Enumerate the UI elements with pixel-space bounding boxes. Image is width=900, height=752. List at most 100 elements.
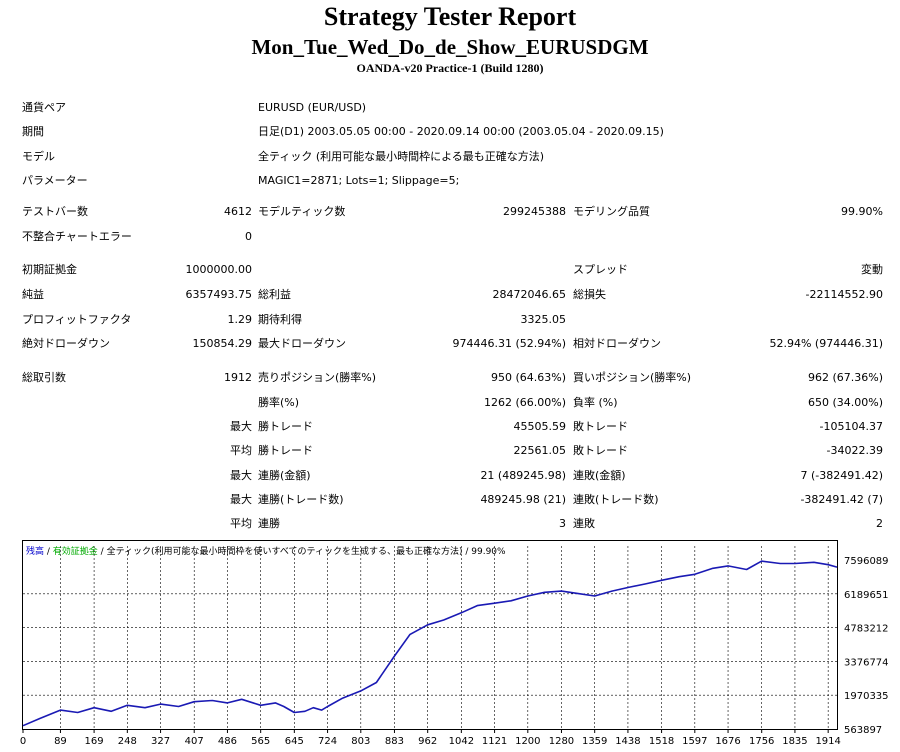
deposit-value: 1000000.00 xyxy=(185,263,252,276)
max-consec-loss-value: -382491.42 (7) xyxy=(800,493,883,506)
long-value: 962 (67.36%) xyxy=(807,371,883,384)
x-tick-label: 248 xyxy=(118,736,137,747)
max-consec-wins-value: 21 (489245.98) xyxy=(480,469,566,482)
spread-label: スプレッド xyxy=(573,263,628,276)
avg-consec-losses-label: 連敗 xyxy=(573,517,595,530)
short-label: 売りポジション(勝率%) xyxy=(258,371,377,384)
max-consec-losses-value: 7 (-382491.42) xyxy=(800,469,883,482)
absdd-label: 絶対ドローダウン xyxy=(22,337,110,350)
max-consec-wins-label: 連勝(金額) xyxy=(258,469,311,482)
y-tick-label: 7596089 xyxy=(844,556,889,567)
avg-consec-label: 平均 xyxy=(230,517,252,530)
max-consec-losses-label: 連敗(金額) xyxy=(573,469,626,482)
legend-balance: 残高 xyxy=(26,547,45,557)
reldd-label: 相対ドローダウン xyxy=(573,337,661,350)
long-label: 買いポジション(勝率%) xyxy=(573,371,692,384)
x-tick-label: 0 xyxy=(20,736,26,747)
period-value: 日足(D1) 2003.05.05 00:00 - 2020.09.14 00:… xyxy=(258,125,664,138)
largest-loss-value: -105104.37 xyxy=(819,420,883,433)
x-tick-label: 565 xyxy=(251,736,270,747)
reldd-value: 52.94% (974446.31) xyxy=(769,337,883,350)
average-label: 平均 xyxy=(230,444,252,457)
trades-value: 1912 xyxy=(224,371,252,384)
ticks-label: モデルティック数 xyxy=(258,205,346,218)
report-subtitle: Mon_Tue_Wed_Do_de_Show_EURUSDGM xyxy=(251,35,649,59)
x-tick-label: 1597 xyxy=(682,736,707,747)
win-label: 勝率(%) xyxy=(258,396,300,409)
netprofit-value: 6357493.75 xyxy=(185,288,252,301)
avg-consec-losses-value: 2 xyxy=(876,517,883,530)
bars-label: テストバー数 xyxy=(22,205,88,218)
symbol-value: EURUSD (EUR/USD) xyxy=(258,101,367,114)
loss-label: 負率 (%) xyxy=(573,396,618,409)
x-tick-label: 327 xyxy=(151,736,170,747)
report-title: Strategy Tester Report xyxy=(323,2,577,31)
avg-win-value: 22561.05 xyxy=(513,444,567,457)
largest-win-value: 45505.59 xyxy=(513,420,567,433)
quality-label: モデリング品質 xyxy=(573,205,650,218)
params-label: パラメーター xyxy=(22,174,88,187)
quality-value: 99.90% xyxy=(841,205,883,218)
avg-win-label: 勝トレード xyxy=(258,444,313,457)
avg-consec-wins-label: 連勝 xyxy=(258,517,280,530)
x-tick-label: 1280 xyxy=(549,736,574,747)
chart-legend: 残高 / 有効証拠金 / 全ティック(利用可能な最小時間枠を使いすべてのティック… xyxy=(26,544,506,557)
server-build: OANDA-v20 Practice-1 (Build 1280) xyxy=(356,61,544,75)
largest-label: 最大 xyxy=(230,420,252,433)
y-tick-label: 1970335 xyxy=(844,691,889,702)
x-tick-label: 1438 xyxy=(615,736,640,747)
grossloss-value: -22114552.90 xyxy=(805,288,883,301)
trades-label: 総取引数 xyxy=(22,371,66,384)
x-tick-label: 1914 xyxy=(815,736,840,747)
pf-label: プロフィットファクタ xyxy=(22,313,132,326)
y-tick-label: 3376774 xyxy=(844,657,889,668)
max-consec-profit-value: 489245.98 (21) xyxy=(480,493,566,506)
avg-loss-label: 敗トレード xyxy=(573,444,628,457)
x-tick-label: 1676 xyxy=(715,736,740,747)
payoff-label: 期待利得 xyxy=(258,313,302,326)
short-value: 950 (64.63%) xyxy=(490,371,566,384)
avg-consec-wins-value: 3 xyxy=(559,517,566,530)
maxdd-label: 最大ドローダウン xyxy=(258,337,346,350)
loss-value: 650 (34.00%) xyxy=(807,396,883,409)
mismatch-value: 0 xyxy=(245,230,252,243)
avg-loss-value: -34022.39 xyxy=(826,444,883,457)
maxdd-value: 974446.31 (52.94%) xyxy=(452,337,566,350)
max-consec-profit-label: 連勝(トレード数) xyxy=(258,493,344,506)
absdd-value: 150854.29 xyxy=(192,337,253,350)
balance-line xyxy=(22,560,838,727)
win-value: 1262 (66.00%) xyxy=(483,396,566,409)
x-tick-label: 89 xyxy=(54,736,67,747)
max-consec-count-label: 最大 xyxy=(230,493,252,506)
legend-separator: / xyxy=(97,547,107,557)
x-tick-label: 1518 xyxy=(649,736,674,747)
x-tick-label: 724 xyxy=(318,736,337,747)
legend-separator: / xyxy=(44,547,53,557)
grossloss-label: 総損失 xyxy=(573,288,606,301)
x-tick-label: 486 xyxy=(218,736,237,747)
symbol-label: 通貨ペア xyxy=(22,101,66,114)
x-tick-label: 1756 xyxy=(749,736,774,747)
netprofit-label: 純益 xyxy=(22,288,44,301)
x-tick-label: 169 xyxy=(85,736,104,747)
model-label: モデル xyxy=(22,150,55,163)
deposit-label: 初期証拠金 xyxy=(22,263,77,276)
legend-equity: 有効証拠金 xyxy=(52,547,98,557)
legend-model-text: 全ティック(利用可能な最小時間枠を使いすべてのティックを生成する、最も正確な方法… xyxy=(106,547,506,557)
payoff-value: 3325.05 xyxy=(520,313,567,326)
ticks-value: 299245388 xyxy=(503,205,566,218)
bars-value: 4612 xyxy=(224,205,252,218)
model-value: 全ティック (利用可能な最小時間枠による最も正確な方法) xyxy=(258,150,545,163)
largest-loss-label: 敗トレード xyxy=(573,420,628,433)
largest-win-label: 勝トレード xyxy=(258,420,313,433)
period-label: 期間 xyxy=(22,125,44,138)
x-tick-label: 1835 xyxy=(782,736,807,747)
x-tick-label: 962 xyxy=(418,736,437,747)
mismatch-label: 不整合チャートエラー xyxy=(22,230,132,243)
max-consec-label: 最大 xyxy=(230,469,252,482)
x-tick-label: 1042 xyxy=(449,736,474,747)
x-tick-label: 1359 xyxy=(582,736,607,747)
y-tick-label: 4783212 xyxy=(844,624,889,635)
grossprofit-label: 総利益 xyxy=(258,288,291,301)
